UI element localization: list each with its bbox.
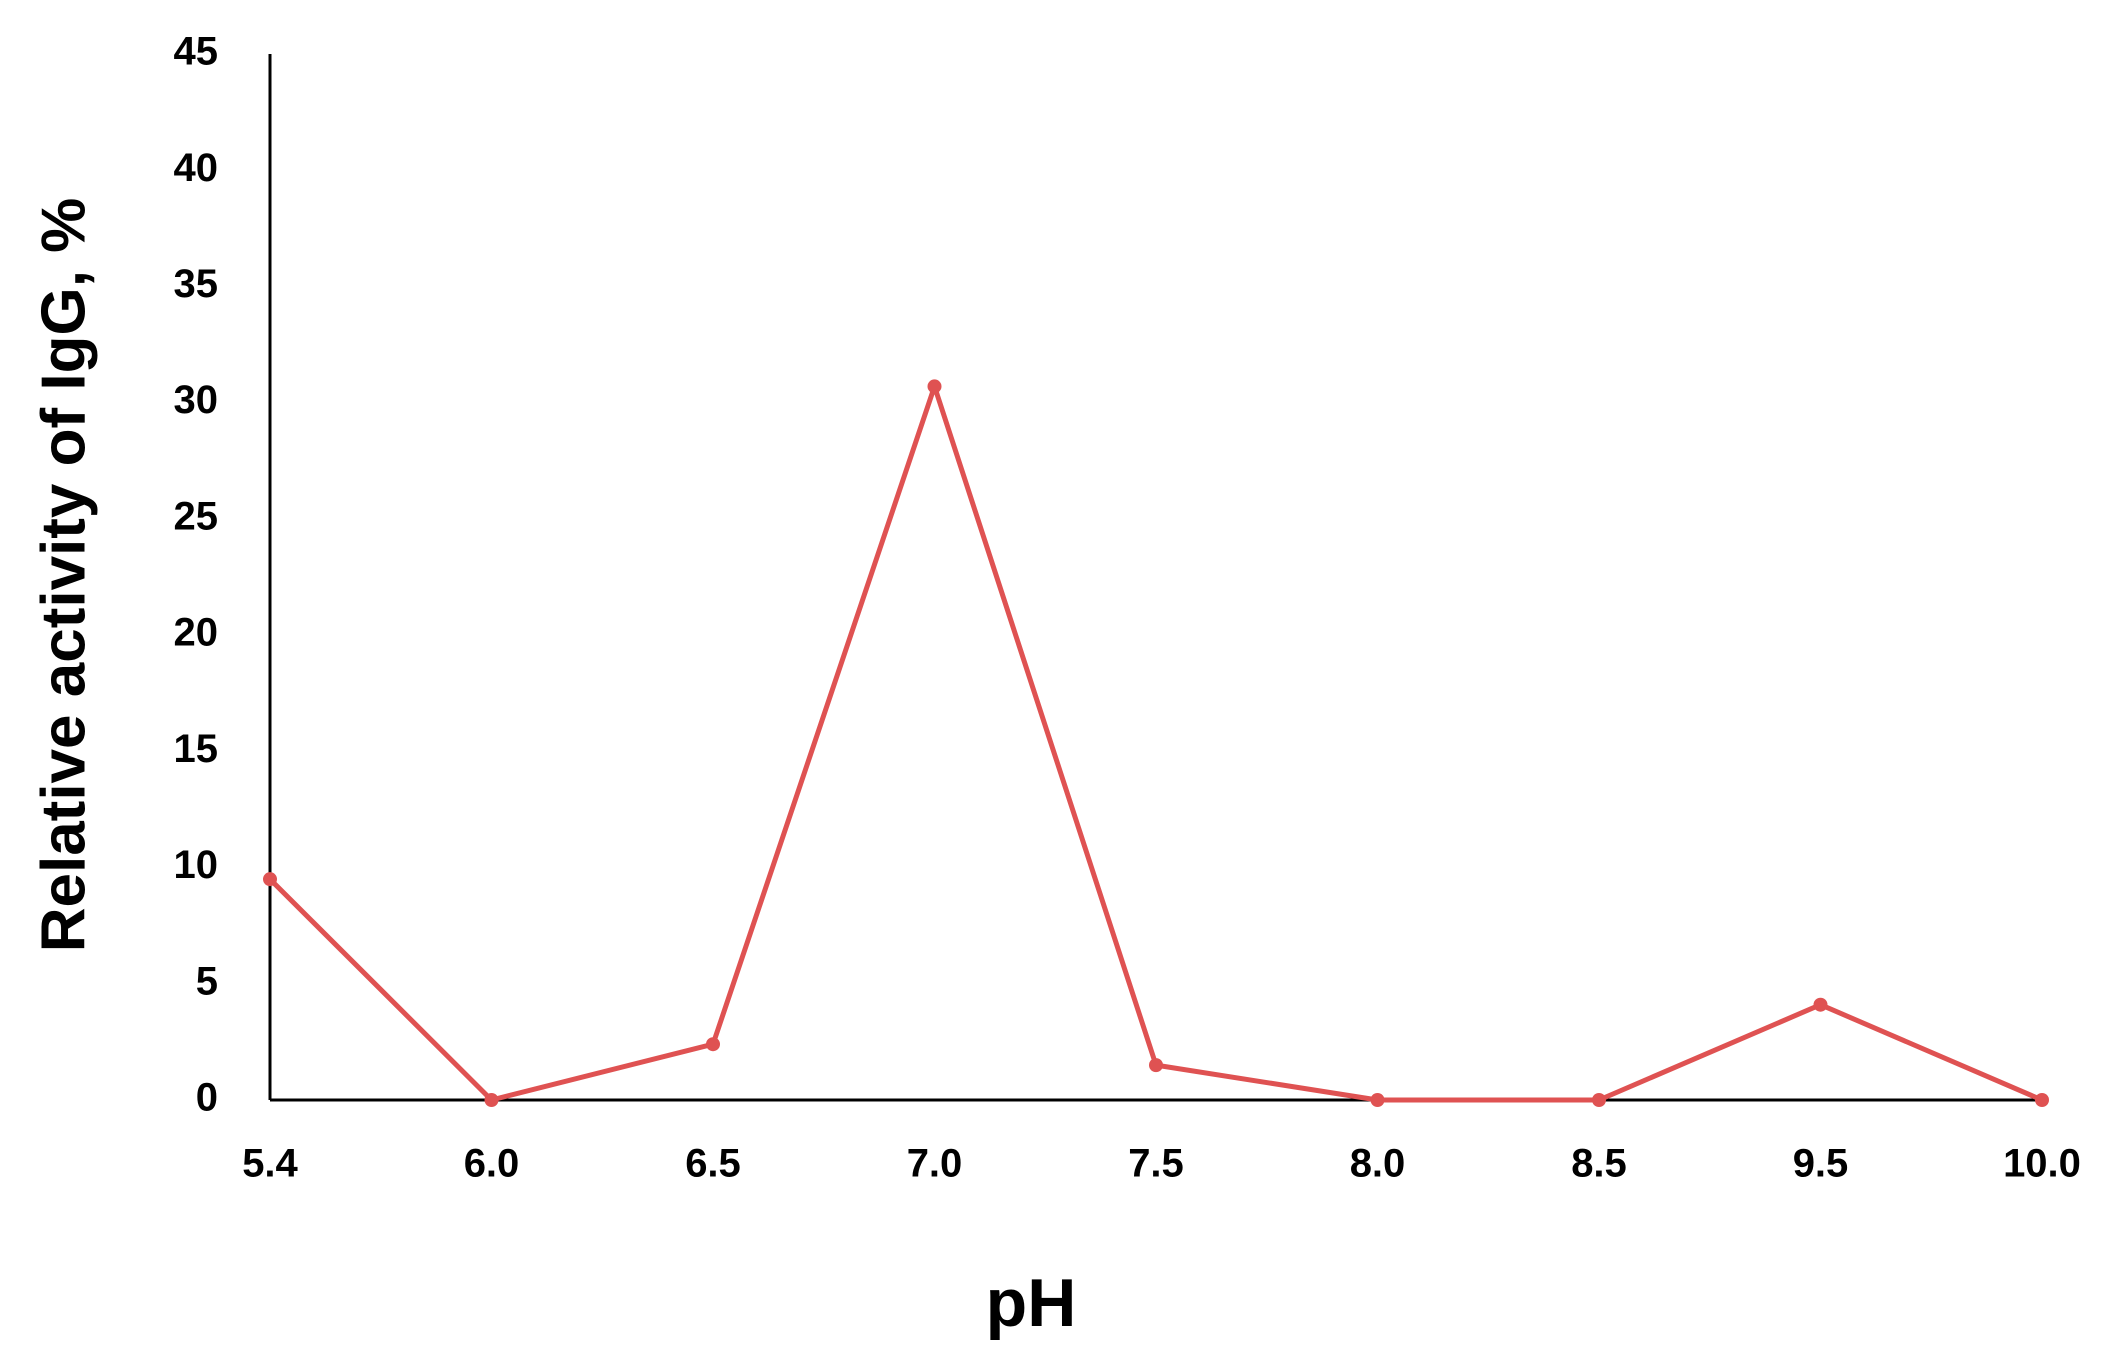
x-tick-label: 5.4 bbox=[242, 1142, 298, 1186]
y-tick-label: 30 bbox=[174, 378, 219, 422]
y-tick-label: 35 bbox=[174, 262, 219, 306]
data-point bbox=[706, 1037, 720, 1052]
y-tick-label: 45 bbox=[174, 30, 219, 74]
data-point bbox=[484, 1093, 499, 1107]
data-point bbox=[1813, 997, 1828, 1012]
x-tick-label: 9.5 bbox=[1793, 1142, 1849, 1186]
y-tick-label: 20 bbox=[174, 611, 219, 655]
x-tick-label: 7.0 bbox=[907, 1142, 963, 1186]
data-point bbox=[927, 379, 942, 394]
y-tick-label: 5 bbox=[196, 959, 218, 1003]
y-axis-label: Relative activity of IgG, % bbox=[29, 198, 98, 953]
data-line bbox=[268, 383, 2043, 1103]
data-point bbox=[1370, 1093, 1385, 1107]
y-tick-label: 15 bbox=[174, 727, 219, 771]
x-tick-label: 8.5 bbox=[1571, 1142, 1627, 1186]
data-point bbox=[1592, 1093, 1606, 1107]
y-tick-label: 10 bbox=[174, 843, 219, 887]
x-tick-label: 6.0 bbox=[464, 1142, 520, 1186]
data-point bbox=[263, 872, 277, 887]
y-tick-label: 0 bbox=[196, 1076, 218, 1120]
x-axis-label: pH bbox=[986, 1265, 1077, 1341]
x-tick-label: 10.0 bbox=[2003, 1142, 2081, 1186]
y-tick-label: 25 bbox=[174, 494, 219, 538]
x-tick-label: 6.5 bbox=[685, 1142, 741, 1186]
data-point bbox=[2035, 1093, 2049, 1107]
data-point bbox=[1149, 1058, 1163, 1073]
x-tick-label: 8.0 bbox=[1350, 1142, 1406, 1186]
x-tick-label: 7.5 bbox=[1128, 1142, 1184, 1186]
y-tick-label: 40 bbox=[174, 146, 219, 190]
